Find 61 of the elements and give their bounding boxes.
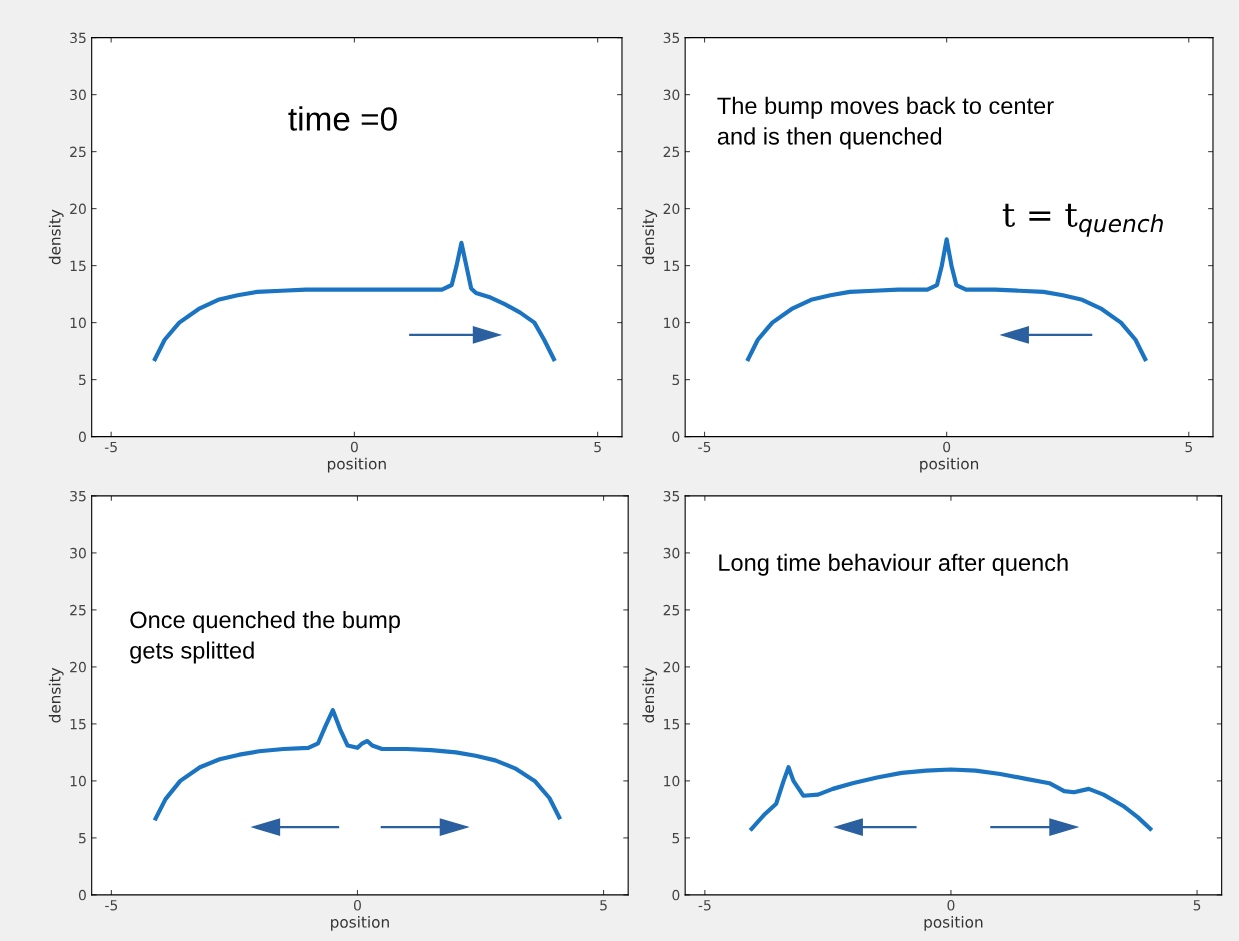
annotation: The bump moves back to center and is then quenched: [717, 96, 1054, 150]
y-tick-label: 5: [79, 833, 86, 844]
y-axis-title: density: [48, 209, 64, 265]
y-tick-label: 0: [78, 431, 86, 443]
y-tick-label: 15: [70, 260, 86, 272]
y-tick-label: 30: [70, 89, 86, 101]
y-tick-label: 0: [672, 889, 680, 901]
line-series: [152, 240, 556, 362]
x-axis-title: position: [924, 915, 983, 931]
x-tick-label: 0: [350, 441, 358, 453]
x-tick-label: 5: [1193, 900, 1201, 911]
y-tick-label: 20: [70, 203, 86, 215]
y-tick-label: 25: [663, 146, 680, 158]
x-tick-label: 0: [947, 900, 955, 911]
y-tick-label: 15: [664, 260, 680, 272]
x-tick-label: -5: [698, 900, 711, 911]
y-tick-label: 30: [70, 547, 86, 559]
y-tick-label: 10: [70, 775, 86, 787]
y-tick-label: 10: [664, 775, 680, 787]
y-tick-label: 15: [664, 719, 680, 730]
y-tick-label: 5: [79, 374, 86, 386]
y-tick-label: 35: [70, 32, 86, 44]
x-axis-title: position: [331, 915, 389, 931]
y-tick-label: 20: [663, 661, 680, 673]
y-tick-label: 35: [70, 490, 86, 502]
line-series: [153, 708, 562, 821]
y-tick-label: 30: [663, 89, 680, 101]
x-tick-label: 0: [353, 900, 361, 911]
x-tick-label: -5: [105, 900, 118, 911]
y-tick-label: 25: [70, 146, 86, 158]
y-tick-label: 0: [672, 431, 680, 443]
y-tick-label: 10: [70, 317, 86, 329]
x-axis-title: position: [920, 457, 979, 473]
y-tick-label: 5: [672, 374, 680, 386]
annotation: Once quenched the bump gets splitted: [130, 610, 400, 664]
y-axis-title: density: [48, 667, 64, 723]
y-tick-label: 15: [70, 719, 86, 730]
y-tick-label: 35: [663, 32, 680, 44]
x-tick-label: -5: [698, 441, 711, 453]
y-tick-label: 30: [663, 547, 680, 559]
y-tick-label: 5: [672, 833, 680, 844]
x-tick-label: 5: [600, 900, 607, 911]
x-axis-title: position: [327, 457, 386, 473]
annotation: time =0: [288, 106, 397, 131]
x-tick-label: -5: [104, 441, 117, 453]
line-series: [749, 765, 1153, 831]
line-series: [746, 237, 1148, 362]
annotation: t = t$_{quench}$: [1002, 203, 1163, 237]
y-tick-label: 10: [664, 317, 680, 329]
annotation: Long time behaviour after quench: [719, 553, 1068, 576]
y-tick-label: 20: [663, 203, 680, 215]
y-tick-label: 25: [70, 604, 86, 616]
x-tick-label: 0: [943, 441, 951, 453]
y-tick-label: 35: [663, 490, 680, 502]
x-tick-label: 5: [1185, 441, 1192, 453]
x-tick-label: 5: [594, 441, 601, 453]
y-tick-label: 25: [663, 604, 680, 616]
y-axis-title: density: [642, 667, 658, 723]
y-tick-label: 0: [78, 889, 86, 901]
y-axis-title: density: [642, 209, 658, 265]
y-tick-label: 20: [70, 661, 86, 673]
